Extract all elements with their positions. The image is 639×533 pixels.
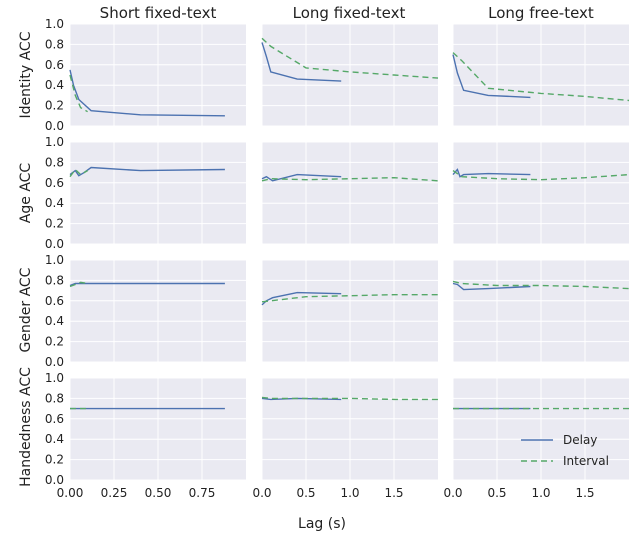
y-tick-label: 0.8 [45,391,64,405]
y-tick-label: 0.0 [45,237,64,251]
interval-line [69,281,88,288]
x-tick-label: 0.5 [487,486,506,500]
delay-line [69,69,225,117]
y-tick-label: 1.0 [45,17,64,31]
panel-r0-c0: 0.0 0.2 0.4 0.6 0.8 1.0 [45,17,246,133]
row-label-age-acc: Age ACC [18,163,34,224]
y-tick-label: 1.0 [45,253,64,267]
panel-grid: 0.00.20.40.60.81.00.00.20.40.60.81.00.00… [45,17,630,500]
y-tick-label: 0.2 [45,99,64,113]
panel-r3-c1: 0.0 0.5 1.0 1.5 [252,377,438,500]
panel-r0-c2 [452,23,630,127]
delay-line [261,42,342,82]
interval-line [261,37,439,79]
panel-r1-c2 [452,141,630,245]
column-title-long-free-text: Long free-text [488,4,594,22]
legend-label-interval: Interval [563,454,609,468]
y-tick-label: 0.6 [45,412,64,426]
y-tick-label: 0.8 [45,37,64,51]
panel-r2-c2 [452,259,630,363]
row-label-gender-acc: Gender ACC [18,267,34,352]
y-tick-label: 0.0 [45,119,64,133]
x-axis-label: Lag (s) [298,516,346,532]
x-tick-label: 0.00 [57,486,84,500]
x-tick-label: 1.5 [575,486,594,500]
y-tick-label: 0.2 [45,335,64,349]
panel-r0-c1 [261,23,439,127]
y-tick-label: 0.8 [45,273,64,287]
x-tick-label: 0.75 [189,486,216,500]
interval-line [69,168,88,178]
y-tick-label: 1.0 [45,371,64,385]
legend-label-delay: Delay [563,433,597,447]
y-tick-label: 0.0 [45,355,64,369]
row-label-handedness-acc: Handedness ACC [18,367,34,487]
y-tick-label: 0.6 [45,176,64,190]
y-tick-label: 0.0 [45,473,64,487]
column-title-short-fixed-text: Short fixed-text [100,4,217,22]
y-tick-label: 0.2 [45,453,64,467]
interval-line [452,170,630,181]
y-tick-label: 0.4 [45,314,64,328]
y-tick-label: 0.4 [45,432,64,446]
x-tick-label: 0.0 [252,486,271,500]
row-label-identity-acc: Identity ACC [18,31,34,118]
x-tick-label: 0.50 [145,486,172,500]
y-tick-label: 0.6 [45,294,64,308]
y-tick-label: 0.8 [45,155,64,169]
panel-r3-c2: 0.0 0.5 1.0 1.5 [443,377,629,500]
panel-r3-c0: 0.0 0.2 0.4 0.6 0.8 1.0 0.00 0.25 0.50 0.75 [45,371,246,500]
delay-line [69,282,225,287]
x-tick-label: 1.0 [340,486,359,500]
x-tick-label: 0.25 [101,486,128,500]
y-tick-label: 0.2 [45,217,64,231]
panel-r1-c1 [261,141,439,245]
y-tick-label: 0.6 [45,58,64,72]
interval-line [69,74,88,113]
delay-line [452,282,531,291]
legend: Delay Interval [521,433,609,468]
x-tick-label: 1.0 [531,486,550,500]
delay-line [261,173,342,182]
delay-line [452,168,531,178]
y-tick-label: 0.4 [45,78,64,92]
x-tick-label: 0.0 [443,486,462,500]
y-tick-label: 1.0 [45,135,64,149]
x-tick-label: 1.5 [384,486,403,500]
delay-line [452,54,531,99]
column-title-long-fixed-text: Long fixed-text [293,4,406,22]
y-tick-label: 0.4 [45,196,64,210]
x-tick-label: 0.5 [296,486,315,500]
interval-line [452,52,630,102]
panel-r2-c0: 0.0 0.2 0.4 0.6 0.8 1.0 [45,253,246,369]
panel-r1-c0: 0.0 0.2 0.4 0.6 0.8 1.0 [45,135,246,251]
panel-r2-c1 [261,259,438,363]
